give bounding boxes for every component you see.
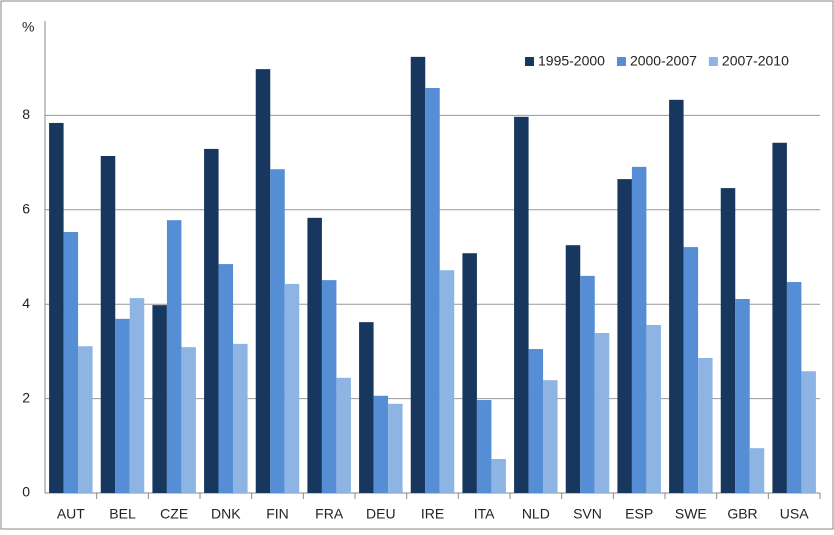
x-tick-label: BEL <box>109 506 136 522</box>
bar <box>388 403 403 493</box>
x-tick-label: USA <box>780 506 809 522</box>
y-tick-label: 2 <box>22 389 30 405</box>
y-tick-label: 0 <box>22 484 30 500</box>
bar <box>617 179 632 493</box>
y-tick-label: 4 <box>22 295 30 311</box>
x-tick-label: FIN <box>266 506 289 522</box>
bar <box>49 122 64 494</box>
bar <box>152 305 167 493</box>
bar <box>166 220 182 493</box>
bar <box>594 332 610 493</box>
x-tick-label: FRA <box>315 506 344 522</box>
bar <box>410 56 426 493</box>
bar <box>735 299 750 493</box>
bar <box>491 459 506 493</box>
bar <box>462 253 477 493</box>
bar <box>439 270 455 493</box>
bar <box>336 377 351 493</box>
bar <box>580 275 595 493</box>
y-tick-label: 6 <box>22 201 30 217</box>
x-tick-label: CZE <box>160 506 188 522</box>
bar <box>425 88 440 494</box>
x-tick-label: GBR <box>727 506 757 522</box>
bar <box>204 148 219 494</box>
x-tick-label: SWE <box>675 506 707 522</box>
bar <box>115 318 130 493</box>
legend-swatch <box>708 57 718 66</box>
bar <box>218 264 234 493</box>
bar <box>181 347 196 493</box>
bar <box>270 169 285 493</box>
bar <box>373 395 389 493</box>
bar <box>78 346 93 493</box>
bar <box>749 448 765 493</box>
x-tick-label: AUT <box>57 506 85 522</box>
bar <box>514 116 529 493</box>
legend-swatch <box>616 57 626 66</box>
x-tick-label: IRE <box>421 506 444 522</box>
legend-label: 2007-2010 <box>722 53 789 69</box>
x-tick-label: DNK <box>211 506 241 522</box>
bar <box>307 217 322 493</box>
bar <box>100 155 116 493</box>
bar <box>631 166 647 493</box>
bar <box>772 142 787 493</box>
bar <box>284 283 300 493</box>
bar <box>720 188 736 493</box>
bar <box>129 298 145 493</box>
bar <box>698 358 713 493</box>
legend-label: 2000-2007 <box>630 53 697 69</box>
bar <box>528 349 544 493</box>
bar <box>786 282 802 493</box>
bar <box>646 324 661 493</box>
bar <box>476 400 492 493</box>
x-tick-label: SVN <box>573 506 602 522</box>
bar <box>255 69 271 494</box>
x-tick-label: DEU <box>366 506 396 522</box>
bar <box>669 99 684 493</box>
x-tick-label: ESP <box>625 506 653 522</box>
bar <box>359 322 374 493</box>
legend-label: 1995-2000 <box>538 53 605 69</box>
y-tick-label: 8 <box>22 106 30 122</box>
bar <box>233 343 248 493</box>
x-tick-label: NLD <box>522 506 550 522</box>
bar <box>321 280 337 493</box>
bar <box>63 231 79 493</box>
bar <box>543 380 558 493</box>
legend-swatch <box>525 57 534 66</box>
bar <box>683 247 699 493</box>
bar <box>801 371 816 493</box>
x-tick-label: ITA <box>474 506 495 522</box>
y-axis-label: % <box>22 19 34 35</box>
bar <box>565 245 581 493</box>
